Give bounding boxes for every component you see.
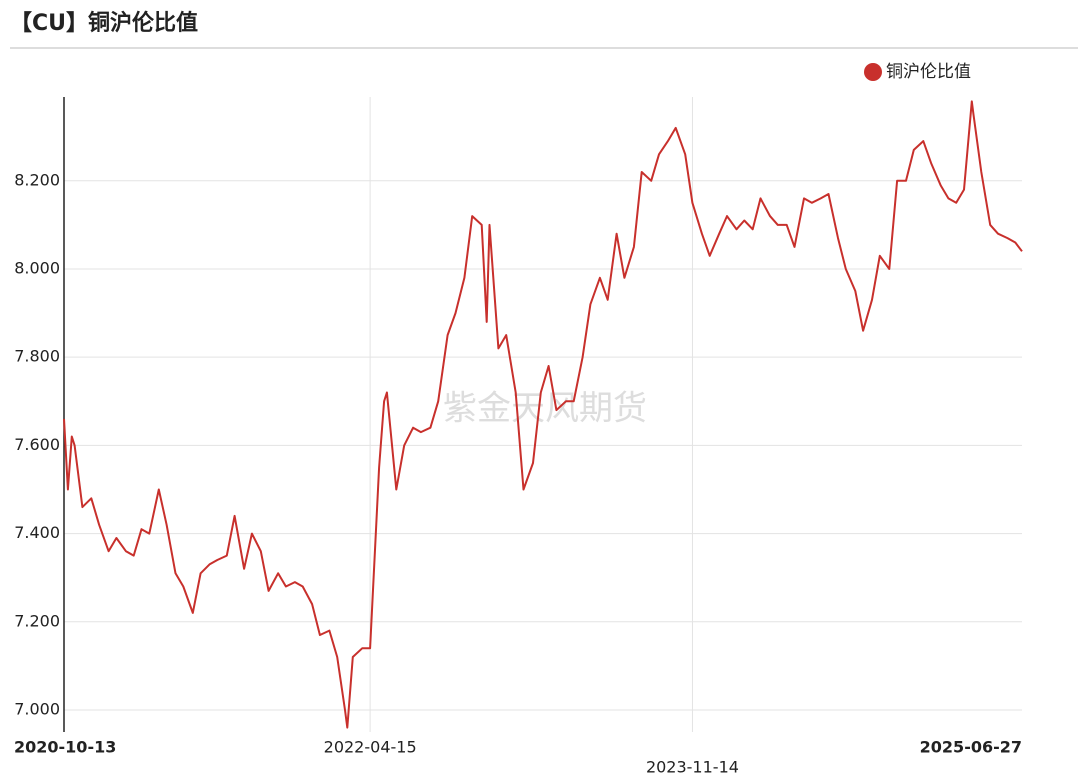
y-tick-label: 7.800	[14, 347, 60, 366]
chart-title: 【CU】铜沪伦比值	[10, 10, 198, 36]
x-tick-label: 2023-11-14	[646, 758, 739, 777]
x-tick-label: 2025-06-27	[920, 738, 1022, 757]
legend-marker	[864, 63, 882, 81]
y-tick-label: 7.400	[14, 523, 60, 542]
x-tick-label: 2022-04-15	[324, 738, 417, 757]
watermark: 紫金天风期货	[443, 389, 647, 429]
legend-label: 铜沪伦比值	[886, 62, 971, 82]
x-tick-label: 2020-10-13	[14, 738, 116, 757]
y-tick-label: 7.600	[14, 435, 60, 454]
data-line	[63, 100, 1023, 729]
y-tick-label: 7.200	[14, 611, 60, 630]
y-tick-label: 7.000	[14, 699, 60, 718]
y-tick-label: 8.000	[14, 258, 60, 277]
y-tick-label: 8.200	[14, 170, 60, 189]
